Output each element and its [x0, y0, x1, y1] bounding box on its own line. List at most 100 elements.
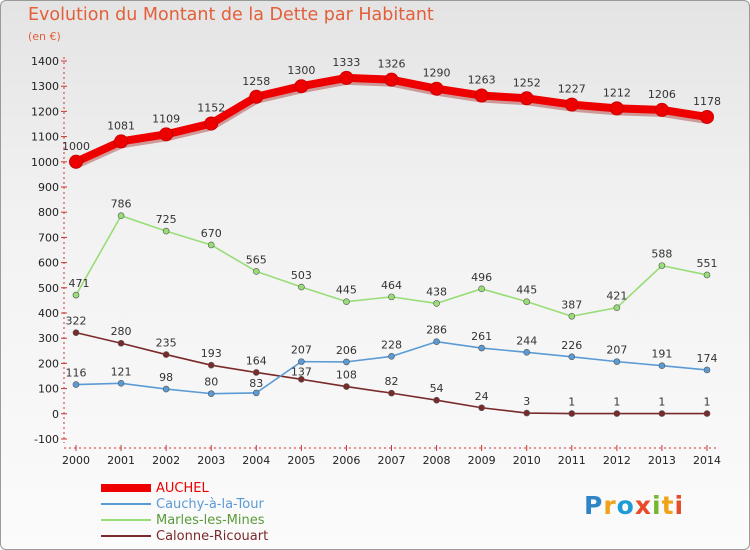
data-point	[339, 70, 354, 85]
data-point	[564, 97, 579, 112]
data-point	[613, 358, 621, 365]
data-label: 1333	[332, 56, 360, 69]
x-tick-label: 2003	[197, 454, 225, 467]
data-point	[69, 154, 83, 169]
y-tick-label: 300	[38, 332, 59, 345]
data-label: 471	[69, 277, 90, 290]
data-label: 445	[516, 284, 537, 297]
data-label: 24	[475, 390, 489, 403]
data-point	[433, 396, 440, 404]
data-point	[703, 410, 711, 417]
data-label: 3	[523, 395, 530, 408]
x-tick-label: 2011	[558, 454, 586, 467]
data-label: 421	[606, 290, 627, 303]
logo-letter: i	[674, 491, 685, 520]
data-label: 1	[704, 396, 711, 409]
logo-letter: x	[634, 491, 652, 520]
y-tick-label: 600	[38, 257, 59, 270]
y-tick-label: 700	[38, 231, 59, 244]
data-point	[658, 362, 666, 369]
data-point	[658, 410, 666, 417]
data-label: 226	[561, 339, 582, 352]
data-point	[294, 79, 309, 94]
y-tick-label: 800	[38, 206, 59, 219]
data-label: 496	[471, 271, 492, 284]
data-label: 1	[568, 396, 575, 409]
axes: -100010020030040050060070080090010001100…	[31, 55, 721, 467]
data-label: 1258	[242, 75, 270, 88]
data-point	[568, 353, 576, 361]
data-label: 387	[561, 298, 582, 311]
logo-letter: o	[616, 491, 635, 520]
data-label: 164	[246, 354, 267, 367]
data-label: 503	[291, 269, 312, 282]
data-label: 1227	[558, 83, 586, 96]
data-label: 1206	[648, 88, 676, 101]
data-point	[72, 291, 80, 299]
data-label: 244	[516, 334, 537, 347]
x-tick-label: 2002	[152, 454, 180, 467]
data-label: 1	[658, 396, 665, 409]
y-tick-label: 1200	[31, 105, 59, 118]
data-point	[388, 389, 395, 397]
data-point	[474, 88, 489, 103]
data-label: 438	[426, 285, 447, 298]
x-tick-label: 2001	[107, 454, 135, 467]
data-point	[478, 344, 485, 352]
data-label: 137	[291, 365, 312, 378]
data-point	[252, 268, 260, 275]
data-point	[388, 353, 395, 360]
data-point	[117, 212, 125, 220]
y-tick-label: 500	[38, 282, 59, 295]
data-label: 207	[291, 344, 312, 357]
data-label: 83	[249, 377, 263, 390]
x-tick-label: 2004	[242, 454, 270, 467]
data-label: 1252	[513, 76, 541, 89]
data-label: 54	[430, 382, 444, 395]
data-label: 786	[111, 198, 132, 211]
data-point	[519, 91, 534, 106]
y-tick-label: 0	[52, 408, 59, 421]
data-label: 565	[246, 253, 267, 266]
y-tick-label: 1400	[31, 55, 59, 68]
logo-letter: i	[652, 491, 662, 520]
chart-title: Evolution du Montant de la Dette par Hab…	[28, 5, 434, 25]
x-tick-label: 2010	[513, 454, 541, 467]
data-label: 725	[156, 213, 177, 226]
data-label: 1152	[197, 101, 225, 114]
legend-label: Marles-les-Mines	[156, 513, 265, 528]
data-point	[343, 383, 350, 390]
data-point	[613, 410, 621, 417]
legend-label: Cauchy-à-la-Tour	[156, 497, 264, 512]
logo-letter: P	[584, 491, 604, 520]
chart-unit-label: (en €)	[28, 30, 61, 43]
data-label: 322	[66, 315, 87, 328]
y-tick-label: 1100	[31, 131, 59, 144]
x-tick-label: 2005	[287, 454, 315, 467]
data-point	[568, 410, 576, 417]
data-point	[249, 89, 264, 104]
data-point	[207, 241, 215, 249]
data-point	[703, 366, 711, 374]
data-label: 551	[697, 257, 718, 270]
data-point	[207, 361, 215, 369]
x-tick-label: 2012	[603, 454, 631, 467]
data-point	[117, 339, 125, 347]
x-tick-label: 2006	[332, 454, 360, 467]
data-label: 261	[471, 330, 492, 343]
proxiti-logo: Proxiti	[584, 491, 684, 520]
data-point	[613, 304, 621, 312]
y-tick-label: 1300	[31, 80, 59, 93]
data-point	[343, 358, 350, 366]
data-point	[384, 72, 399, 87]
data-point	[252, 389, 260, 397]
data-label: 464	[381, 279, 402, 292]
data-point	[159, 127, 174, 142]
data-point	[478, 285, 485, 293]
data-point	[162, 227, 170, 235]
data-label: 1081	[107, 119, 135, 132]
data-point	[478, 404, 485, 412]
data-label: 286	[426, 324, 447, 337]
